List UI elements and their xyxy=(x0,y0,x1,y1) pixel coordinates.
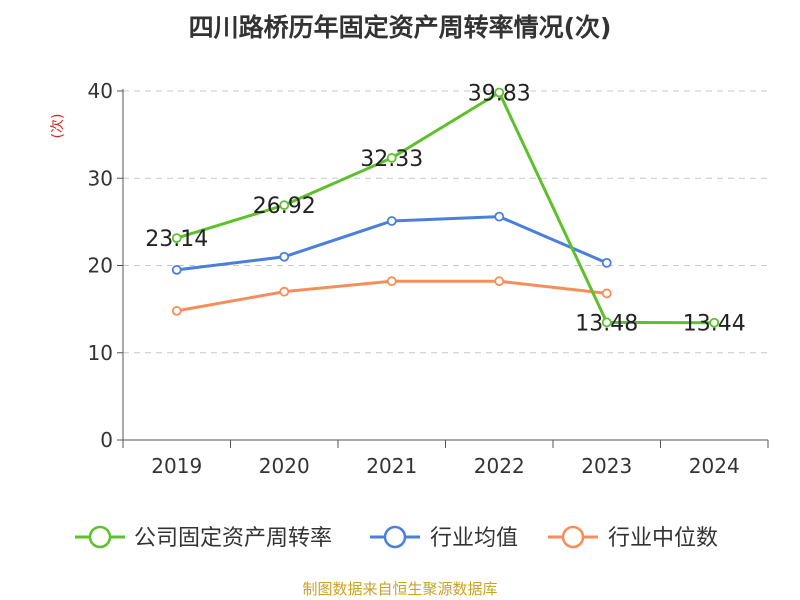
y-axis-label: (次) xyxy=(50,114,66,139)
x-tick-label: 2024 xyxy=(689,454,740,478)
series xyxy=(171,87,720,328)
legend-item[interactable]: 行业中位数 xyxy=(548,525,718,551)
data-point xyxy=(709,317,720,328)
data-labels: 23.14 26.92 32.33 39.83 13.48 13.44 xyxy=(145,81,745,336)
data-point xyxy=(601,288,612,299)
data-point xyxy=(494,87,505,98)
x-tick-label: 2022 xyxy=(474,454,525,478)
x-tick-label: 2023 xyxy=(581,454,632,478)
data-label: 13.44 xyxy=(683,312,746,337)
data-point xyxy=(494,276,505,287)
data-point xyxy=(601,257,612,268)
data-point xyxy=(386,276,397,287)
x-tick-label: 2019 xyxy=(151,454,202,478)
legend-label: 行业均值 xyxy=(430,526,518,551)
axes: 0 10 20 30 40 2019 2020 2021 2022 2023 2024 xyxy=(88,79,769,478)
x-tick-label: 2020 xyxy=(259,454,310,478)
source-note: 制图数据来自恒生聚源数据库 xyxy=(302,580,498,598)
data-label: 39.83 xyxy=(468,81,531,106)
y-tick-label: 20 xyxy=(88,254,113,278)
y-tick-label: 40 xyxy=(88,79,113,103)
data-point xyxy=(171,233,182,244)
legend-label: 行业中位数 xyxy=(608,526,718,551)
y-tick-label: 0 xyxy=(100,428,113,452)
data-point xyxy=(279,200,290,211)
series-line xyxy=(176,90,715,325)
data-point xyxy=(171,264,182,275)
legend-swatch-marker xyxy=(561,525,585,549)
data-point xyxy=(386,216,397,226)
data-point xyxy=(171,305,182,316)
data-label: 13.48 xyxy=(575,311,638,336)
data-point xyxy=(494,211,505,222)
legend-label: 公司固定资产周转率 xyxy=(134,526,332,551)
grid-lines xyxy=(123,90,768,354)
legend-swatch-marker xyxy=(88,525,112,549)
data-label: 23.14 xyxy=(145,227,208,252)
x-tick-label: 2021 xyxy=(366,454,417,478)
legend-item[interactable]: 行业均值 xyxy=(370,525,518,551)
data-point xyxy=(279,251,290,262)
data-label: 26.92 xyxy=(253,194,316,219)
data-point xyxy=(279,286,290,297)
y-tick-label: 30 xyxy=(88,166,113,190)
y-tick-label: 10 xyxy=(88,341,113,365)
data-label: 32.33 xyxy=(360,147,423,172)
legend-item[interactable]: 公司固定资产周转率 xyxy=(75,525,332,551)
data-point xyxy=(601,317,612,328)
legend[interactable]: 公司固定资产周转率 行业均值 行业中位数 xyxy=(75,525,718,551)
chart-title: 四川路桥历年固定资产周转率情况(次) xyxy=(188,13,612,42)
legend-swatch-marker xyxy=(383,525,407,549)
data-point xyxy=(386,153,397,163)
